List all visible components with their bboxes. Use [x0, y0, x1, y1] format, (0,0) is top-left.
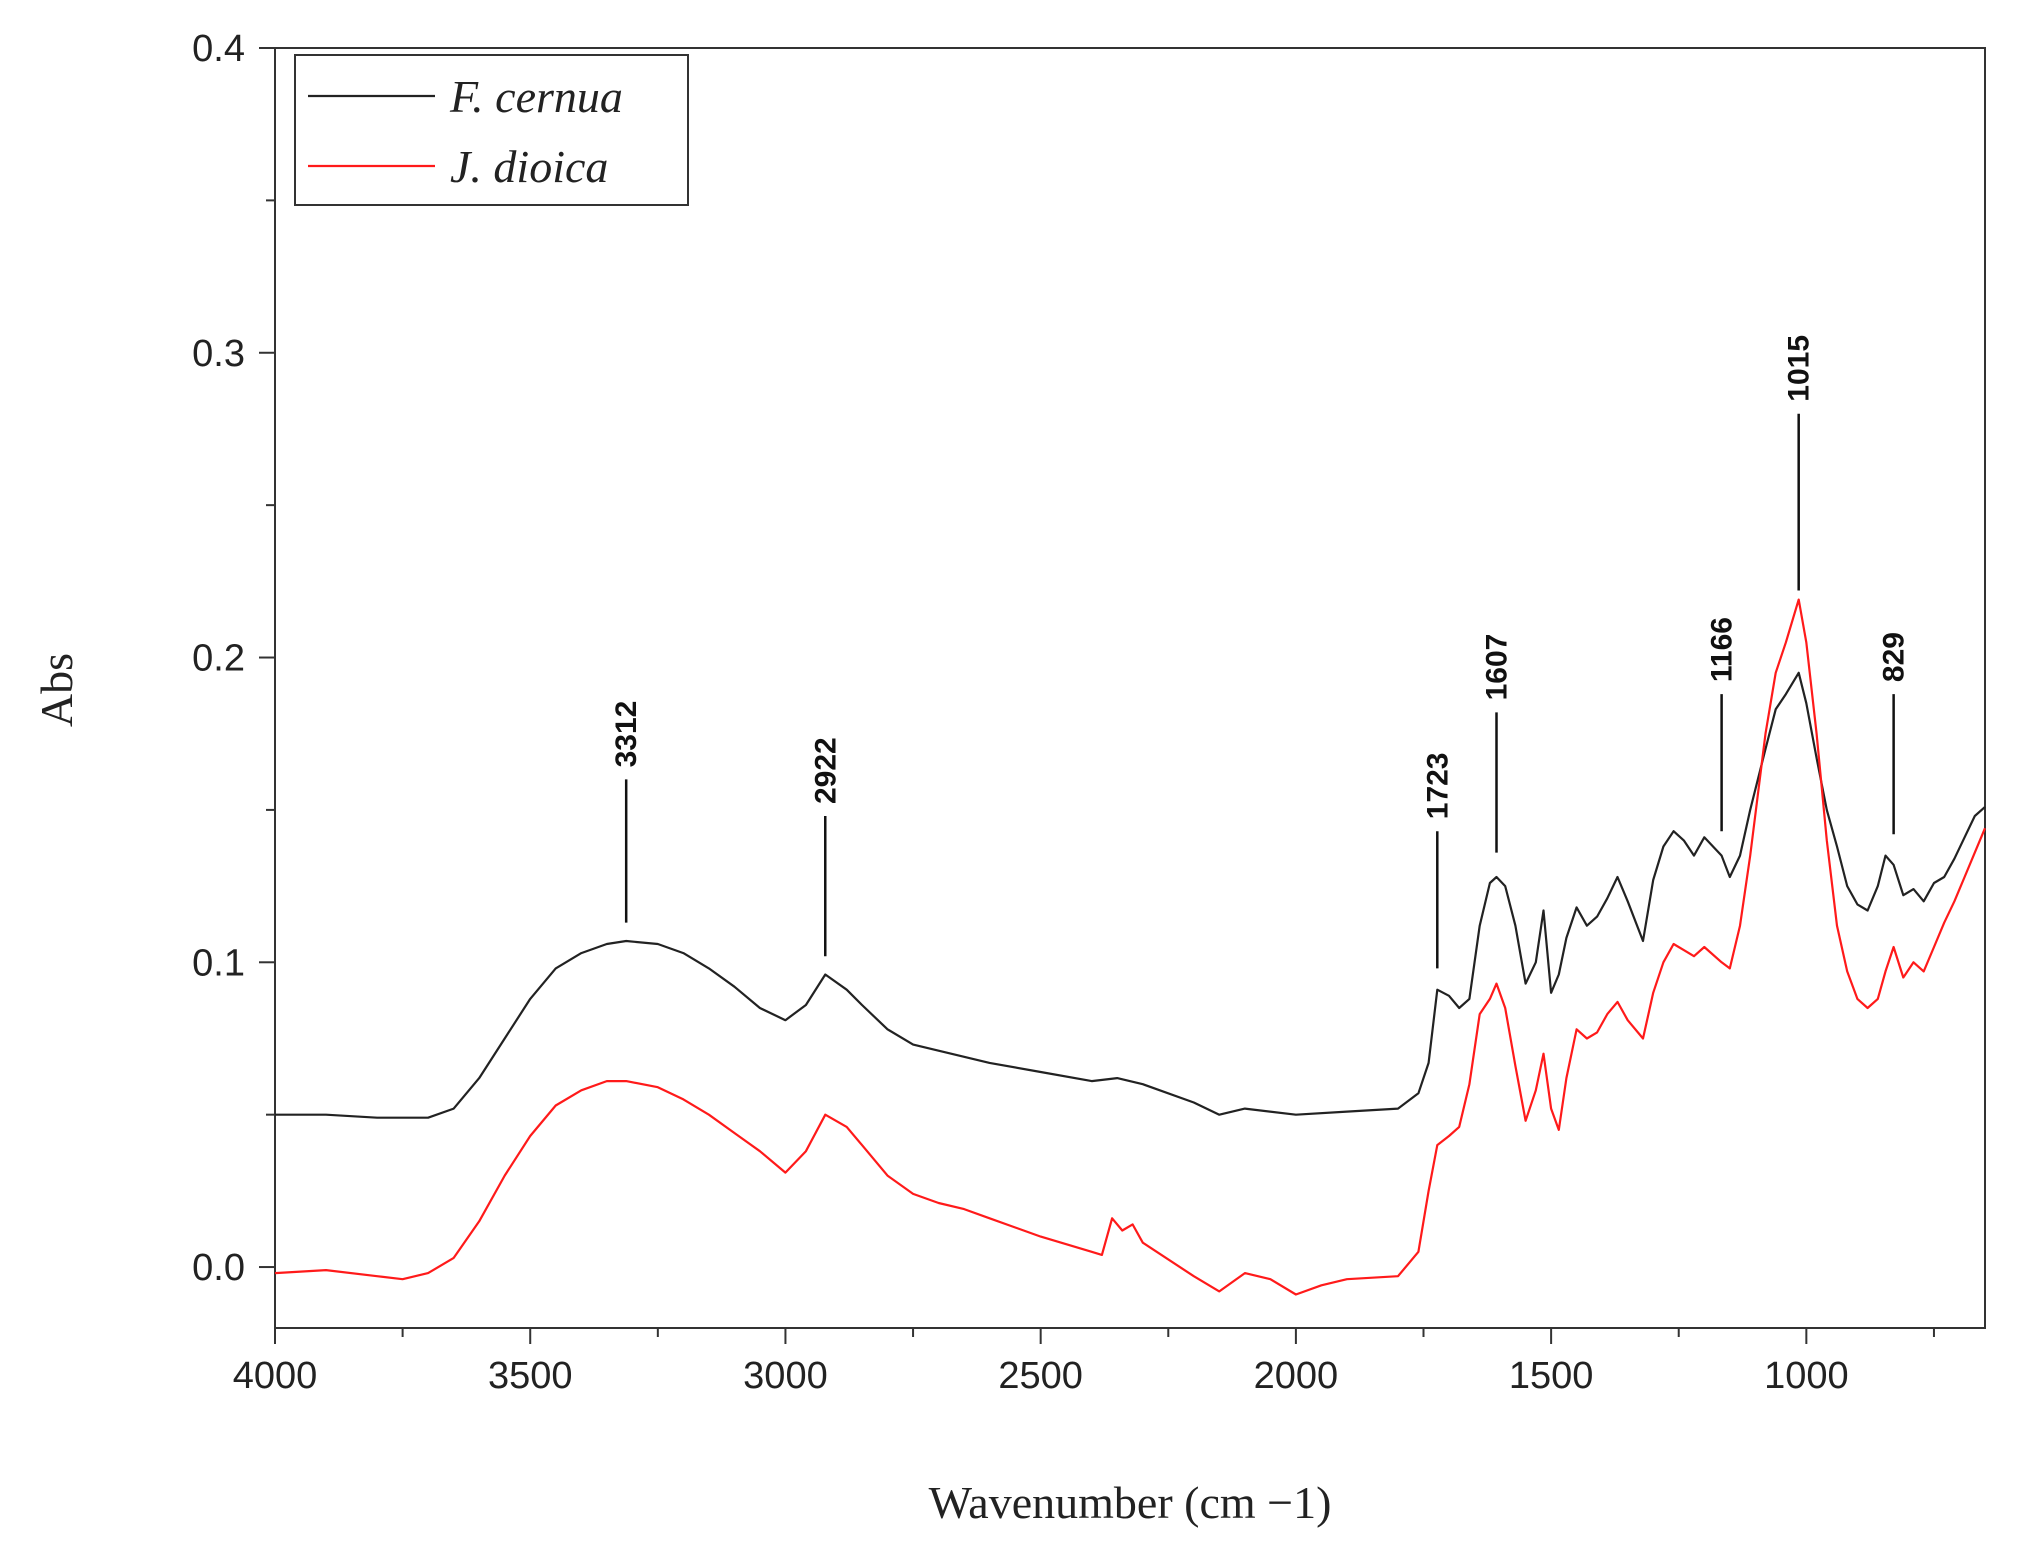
x-tick-label: 3500 [488, 1355, 573, 1397]
legend-label-f-cernua: F. cernua [449, 71, 623, 122]
peak-label: 1723 [1421, 752, 1454, 819]
x-tick-label: 1000 [1764, 1355, 1849, 1397]
x-tick-label: 3000 [743, 1355, 828, 1397]
peak-label: 1607 [1481, 634, 1514, 701]
y-tick-label: 0.4 [192, 28, 245, 70]
peak-annotations: 3312 2922 1723 1607 1166 1015 829 [610, 335, 1911, 969]
y-axis-title: Abs [31, 653, 82, 727]
peak-label: 1166 [1706, 617, 1739, 682]
legend: F. cernua J. dioica [294, 54, 689, 206]
series-line-f-cernua [275, 671, 1986, 1119]
plot-area [274, 47, 1986, 1329]
x-tick-label: 2500 [998, 1355, 1083, 1397]
x-tick-label: 1500 [1509, 1355, 1594, 1397]
peak-label: 2922 [809, 737, 842, 804]
legend-box [294, 54, 689, 206]
series-layer [274, 598, 1987, 1296]
peak-label: 1015 [1783, 335, 1816, 402]
series-line-j-dioica [274, 598, 1987, 1296]
peak-label: 829 [1878, 632, 1911, 682]
peak-label: 3312 [610, 701, 643, 768]
x-axis-title: Wavenumber (cm −1) [929, 1477, 1332, 1528]
y-tick-label: 0.3 [192, 333, 245, 375]
x-tick-label: 2000 [1254, 1355, 1339, 1397]
x-tick-label: 4000 [233, 1355, 318, 1397]
y-axis: 0.0 0.1 0.2 0.3 0.4 [192, 28, 275, 1289]
x-axis: 4000 3500 3000 2500 2000 1500 1000 [233, 1328, 1935, 1397]
y-tick-label: 0.2 [192, 638, 245, 680]
legend-label-j-dioica: J. dioica [450, 141, 608, 192]
y-tick-label: 0.0 [192, 1247, 245, 1289]
y-tick-label: 0.1 [192, 942, 245, 984]
